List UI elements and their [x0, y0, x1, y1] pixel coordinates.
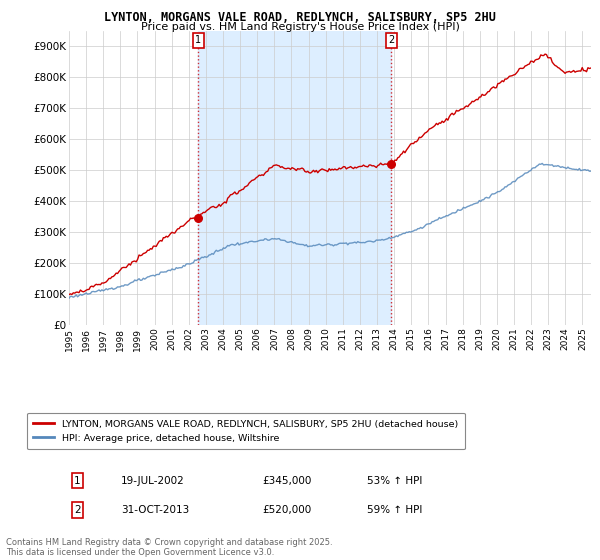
Text: 31-OCT-2013: 31-OCT-2013: [121, 505, 190, 515]
Text: 19-JUL-2002: 19-JUL-2002: [121, 475, 185, 486]
Text: 2: 2: [74, 505, 81, 515]
Text: 59% ↑ HPI: 59% ↑ HPI: [367, 505, 422, 515]
Text: £345,000: £345,000: [262, 475, 311, 486]
Legend: LYNTON, MORGANS VALE ROAD, REDLYNCH, SALISBURY, SP5 2HU (detached house), HPI: A: LYNTON, MORGANS VALE ROAD, REDLYNCH, SAL…: [27, 413, 464, 450]
Text: £520,000: £520,000: [262, 505, 311, 515]
Text: Contains HM Land Registry data © Crown copyright and database right 2025.
This d: Contains HM Land Registry data © Crown c…: [6, 538, 332, 557]
Text: LYNTON, MORGANS VALE ROAD, REDLYNCH, SALISBURY, SP5 2HU: LYNTON, MORGANS VALE ROAD, REDLYNCH, SAL…: [104, 11, 496, 24]
Bar: [198, 31, 391, 325]
Text: 2: 2: [388, 35, 394, 45]
Text: Price paid vs. HM Land Registry's House Price Index (HPI): Price paid vs. HM Land Registry's House …: [140, 22, 460, 32]
Point: [386, 160, 396, 169]
Text: 53% ↑ HPI: 53% ↑ HPI: [367, 475, 422, 486]
Text: 1: 1: [74, 475, 81, 486]
Text: 1: 1: [195, 35, 201, 45]
Point: [193, 213, 203, 222]
